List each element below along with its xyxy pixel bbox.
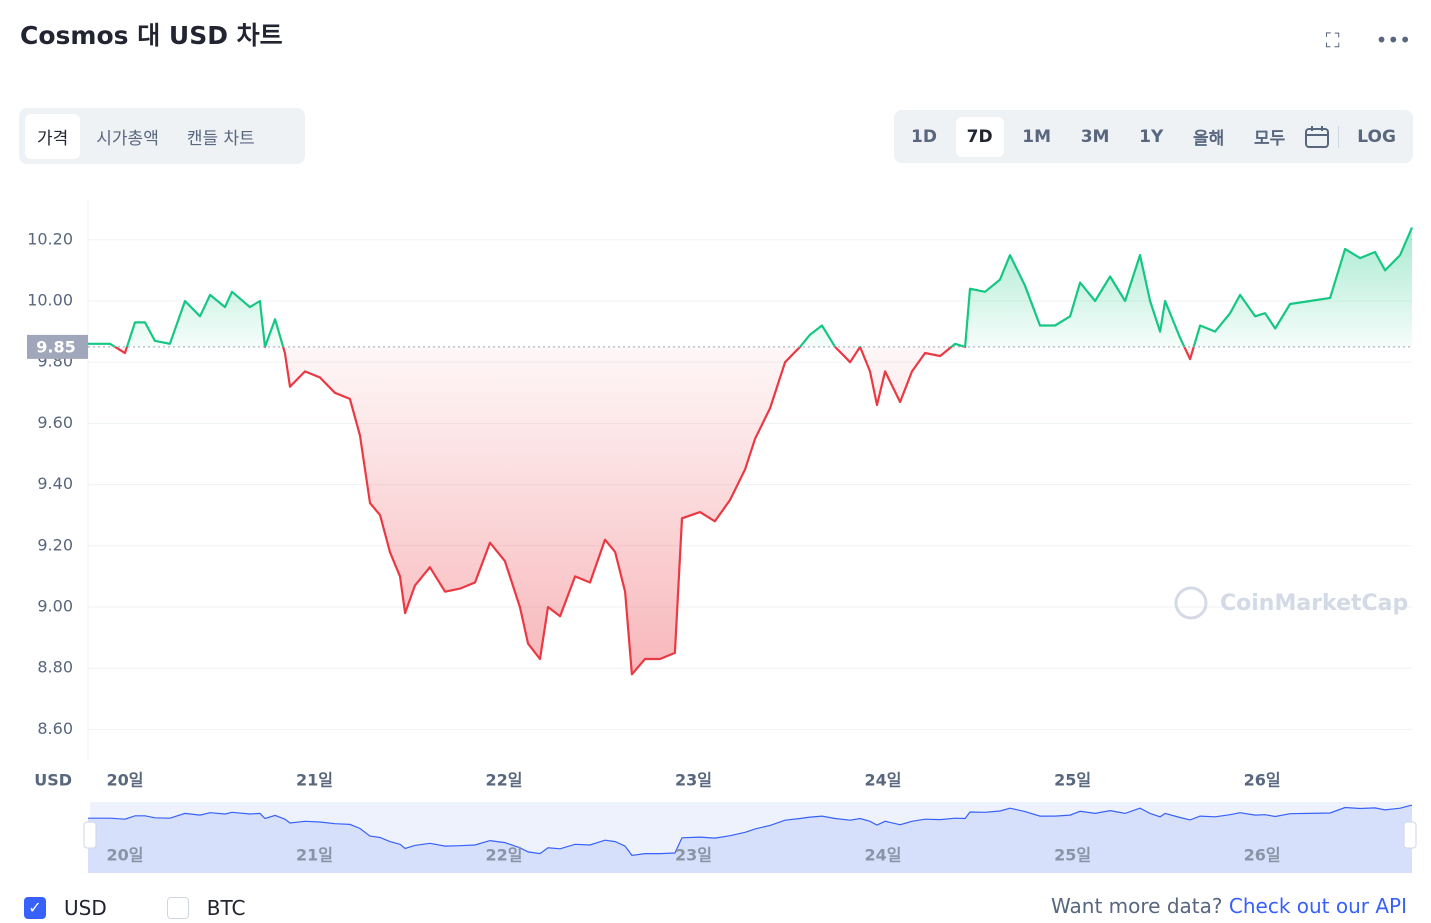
navigator-tick-label: 25일	[1054, 846, 1091, 865]
legend-label: BTC	[206, 896, 246, 920]
x-tick-label: 21일	[296, 771, 333, 790]
x-tick-label: 24일	[865, 771, 902, 790]
tab[interactable]: 캔들 차트	[186, 128, 255, 149]
navigator-tick-label: 26일	[1244, 846, 1281, 865]
toolbar-icons: ⛶ •••	[1326, 28, 1411, 52]
reference-badge	[27, 334, 88, 359]
tab[interactable]: 가격	[25, 113, 81, 159]
range-button[interactable]: 올해	[1192, 129, 1225, 149]
navigator-area	[88, 805, 1412, 873]
navigator-tick-label: 23일	[675, 846, 712, 865]
more-button[interactable]: •••	[1375, 28, 1411, 52]
y-tick-label: 9.20	[37, 535, 73, 554]
chart: 8.608.809.009.209.409.609.8010.0010.20US…	[27, 200, 1417, 873]
watermark-logo	[1174, 586, 1208, 620]
x-tick-label: 22일	[486, 771, 523, 790]
title: Cosmos 대 USD 차트	[20, 21, 283, 50]
navigator-handle[interactable]	[83, 821, 97, 849]
checkbox-checked[interactable]: ✓	[24, 897, 46, 919]
range-button[interactable]: 3M	[1080, 126, 1110, 147]
footer-text: Want more data?	[1051, 894, 1223, 918]
x-tick-label: 23일	[675, 771, 712, 790]
y-axis-label: USD	[34, 771, 72, 790]
y-tick-label: 9.60	[37, 413, 73, 432]
x-tick-label: 25일	[1054, 771, 1091, 790]
y-tick-label: 8.80	[37, 658, 73, 677]
legend: ✓ USD BTC	[24, 896, 245, 920]
y-tick-label: 9.40	[37, 474, 73, 493]
reference-label: 9.85	[36, 337, 75, 356]
tab-bar: 가격 시가총액 캔들 차트	[19, 108, 305, 164]
range-bar: 1D 7D 1M 3M 1Y 올해 모두 LOG	[894, 110, 1413, 163]
y-tick-label: 10.20	[27, 229, 73, 248]
x-tick-label: 20일	[106, 771, 143, 790]
y-tick-label: 10.00	[27, 290, 73, 309]
navigator-handle[interactable]	[1403, 821, 1417, 849]
fullscreen-button[interactable]: ⛶	[1325, 28, 1340, 52]
checkbox[interactable]	[166, 897, 189, 919]
navigator-tick-label: 20일	[106, 846, 143, 865]
range-button[interactable]: 1Y	[1139, 126, 1164, 147]
y-tick-label: 8.60	[37, 719, 73, 738]
tab[interactable]: 시가총액	[96, 128, 159, 149]
range-button[interactable]: 1D	[911, 126, 937, 147]
calendar-button[interactable]	[1304, 125, 1330, 149]
range-button[interactable]: 7D	[955, 116, 1004, 157]
price-line	[88, 227, 1414, 676]
watermark: CoinMarketCap	[1220, 591, 1408, 616]
legend-label: USD	[64, 896, 107, 920]
navigator-tick-label: 21일	[296, 846, 333, 865]
navigator-tick-label: 22일	[486, 846, 523, 865]
footer: Want more data? Check out our API	[1051, 894, 1407, 918]
y-tick-label: 9.00	[37, 596, 73, 615]
separator	[1337, 125, 1339, 148]
range-button[interactable]: 모두	[1253, 129, 1286, 149]
x-tick-label: 26일	[1244, 771, 1281, 790]
api-link[interactable]: Check out our API	[1228, 894, 1407, 918]
navigator-line	[88, 804, 1413, 857]
log-button[interactable]: LOG	[1357, 126, 1396, 147]
navigator-tick-label: 24일	[865, 846, 902, 865]
range-button[interactable]: 1M	[1022, 126, 1052, 147]
